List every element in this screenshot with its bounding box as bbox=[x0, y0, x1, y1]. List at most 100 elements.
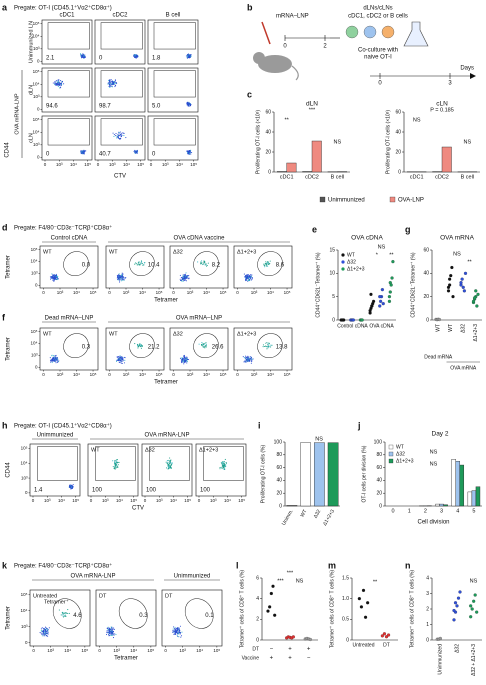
event-dot bbox=[118, 277, 120, 279]
event-dot bbox=[204, 345, 206, 347]
event-dot bbox=[42, 631, 45, 633]
event-dot bbox=[173, 633, 175, 635]
x-tick-label: 10⁴ bbox=[203, 290, 210, 295]
bar bbox=[300, 442, 311, 507]
event-dot bbox=[53, 82, 56, 84]
flow-plot-frame bbox=[41, 67, 93, 113]
event-dot bbox=[120, 276, 122, 278]
event-dot bbox=[180, 636, 182, 638]
event-dot bbox=[181, 357, 183, 359]
event-dot bbox=[176, 634, 178, 636]
x-tick-label: 0 bbox=[98, 648, 101, 653]
category-label: 5 bbox=[472, 508, 475, 514]
event-dot bbox=[219, 466, 221, 469]
event-dot bbox=[108, 79, 110, 81]
event-dot bbox=[202, 346, 204, 348]
event-dot bbox=[245, 275, 247, 277]
event-dot bbox=[186, 102, 188, 104]
event-dot bbox=[181, 631, 183, 633]
event-dot bbox=[72, 485, 74, 487]
event-dot bbox=[112, 82, 114, 84]
event-dot bbox=[109, 82, 111, 84]
event-dot bbox=[133, 54, 135, 56]
event-dot bbox=[108, 83, 110, 85]
treatment-label: Vaccine bbox=[242, 655, 260, 661]
x-axis-label: CTV bbox=[114, 174, 126, 180]
event-dot bbox=[40, 628, 42, 630]
event-dot bbox=[114, 460, 116, 462]
event-dot bbox=[84, 56, 86, 58]
event-dot bbox=[115, 463, 117, 466]
category-label: 1 bbox=[408, 508, 411, 514]
x-tick-label: 10⁴ bbox=[64, 648, 71, 653]
y-tick-label: 0 bbox=[37, 59, 40, 64]
event-dot bbox=[198, 343, 200, 345]
x-tick-label: 10⁵ bbox=[72, 498, 79, 503]
event-dot bbox=[119, 275, 121, 277]
row-label: dLN bbox=[28, 85, 34, 95]
data-point bbox=[460, 277, 464, 281]
event-dot bbox=[202, 343, 204, 345]
gate-value: 98.7 bbox=[99, 103, 111, 109]
event-dot bbox=[54, 357, 57, 359]
event-dot bbox=[59, 87, 61, 89]
event-dot bbox=[179, 274, 181, 276]
event-dot bbox=[184, 275, 186, 277]
event-dot bbox=[39, 632, 41, 634]
event-dot bbox=[136, 264, 138, 266]
event-dot bbox=[264, 265, 266, 267]
event-dot bbox=[268, 342, 270, 344]
event-dot bbox=[182, 275, 184, 277]
data-point bbox=[369, 292, 373, 296]
event-dot bbox=[50, 278, 52, 280]
event-dot bbox=[57, 82, 59, 84]
y-tick-label: 20 bbox=[376, 491, 382, 497]
x-tick-label: 10⁴ bbox=[123, 162, 130, 167]
category-label: cDC2 bbox=[435, 174, 449, 180]
event-dot bbox=[118, 135, 120, 137]
event-dot bbox=[81, 150, 83, 152]
data-point bbox=[342, 318, 346, 322]
event-dot bbox=[251, 358, 253, 361]
event-dot bbox=[201, 262, 203, 264]
event-dot bbox=[267, 262, 269, 264]
event-dot bbox=[247, 277, 249, 279]
gate bbox=[47, 118, 90, 146]
event-dot bbox=[173, 631, 175, 633]
bar bbox=[286, 505, 298, 507]
plot-label: Δ1+2+3 bbox=[237, 331, 256, 337]
event-dot bbox=[113, 628, 115, 631]
event-dot bbox=[63, 615, 65, 617]
event-dot bbox=[43, 630, 45, 632]
event-dot bbox=[168, 460, 171, 462]
event-dot bbox=[266, 341, 268, 344]
event-dot bbox=[118, 361, 120, 363]
data-point bbox=[462, 289, 466, 293]
x-tick-label: 10⁵ bbox=[284, 290, 291, 295]
y-tick-label: 10⁵ bbox=[33, 21, 40, 26]
event-dot bbox=[179, 629, 181, 631]
event-dot bbox=[142, 264, 144, 266]
days-label: Days bbox=[460, 66, 474, 72]
flow-plot-frame bbox=[95, 589, 157, 647]
x-tick-label: 10³ bbox=[123, 372, 130, 377]
x-tick-label: 10³ bbox=[47, 648, 54, 653]
event-dot bbox=[180, 631, 182, 634]
event-dot bbox=[55, 273, 57, 276]
event-dot bbox=[188, 151, 190, 153]
event-dot bbox=[174, 628, 177, 630]
y-tick-label: 40 bbox=[376, 478, 382, 484]
event-dot bbox=[118, 273, 120, 275]
data-point bbox=[475, 304, 479, 308]
event-dot bbox=[182, 357, 184, 360]
x-tick-label: 10⁴ bbox=[224, 498, 231, 503]
x-tick-label: 10⁴ bbox=[196, 648, 203, 653]
y-axis-label: Proliferating OT-I cells (%) bbox=[260, 444, 266, 503]
event-dot bbox=[121, 360, 123, 362]
event-dot bbox=[116, 357, 118, 359]
event-dot bbox=[187, 53, 189, 55]
data-point bbox=[363, 615, 368, 619]
gate-value: 94.6 bbox=[46, 103, 58, 109]
x-tick-label: 0 bbox=[108, 290, 111, 295]
gate-value: 0.0 bbox=[82, 262, 91, 268]
